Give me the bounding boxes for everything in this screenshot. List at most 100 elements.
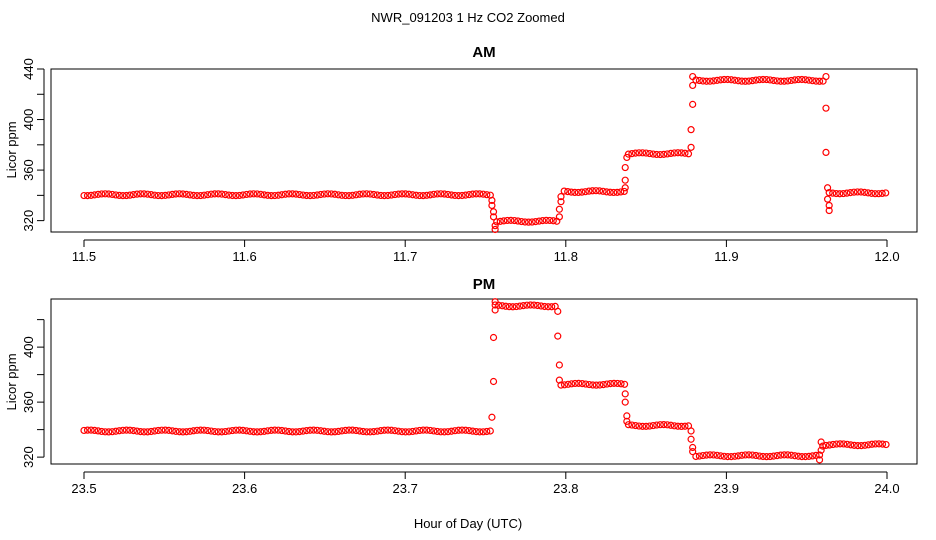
am-data-point-81: [366, 190, 374, 198]
pm-data-point-12: [122, 426, 131, 434]
pm-transition-point-231: [554, 332, 562, 340]
pm-data-point-196: [780, 451, 788, 459]
am-data-point-17: [140, 190, 148, 198]
pm-data-point-167: [674, 422, 682, 430]
am-transition-point-241: [689, 81, 697, 90]
am-data-point-205: [815, 77, 824, 85]
pm-data-point-126: [526, 301, 535, 309]
pm-data-point-208: [825, 441, 834, 449]
pm-data-point-159: [646, 422, 654, 430]
pm-data-point-106: [454, 426, 463, 434]
pm-data-point-29: [182, 428, 191, 436]
pm-data-point-206: [815, 451, 824, 459]
pm-data-point-127: [530, 301, 538, 309]
am-data-point-173: [702, 77, 711, 85]
pm-data-point-88: [391, 427, 399, 435]
pm-x-tick-label-0: 23.5: [71, 481, 96, 496]
pm-data-point-100: [433, 427, 441, 436]
am-data-point-166: [674, 149, 682, 157]
pm-data-point-217: [857, 442, 865, 450]
am-data-point-123: [517, 217, 526, 226]
pm-data-point-99: [430, 427, 438, 435]
pm-data-point-130: [540, 302, 549, 311]
pm-data-point-69: [324, 428, 332, 436]
pm-transition-point-237: [623, 417, 631, 425]
pm-data-point-49: [253, 428, 261, 436]
am-data-point-98: [426, 191, 434, 199]
pm-data-point-216: [854, 442, 862, 450]
am-data-point-49: [253, 190, 261, 198]
pm-data-point-176: [709, 451, 718, 459]
am-data-point-73: [338, 191, 346, 199]
am-data-point-112: [476, 190, 484, 198]
pm-data-point-201: [798, 452, 806, 461]
pm-data-point-63: [302, 427, 311, 435]
am-data-point-24: [165, 191, 173, 199]
pm-data-point-102: [440, 428, 448, 436]
pm-data-point-123: [516, 302, 524, 310]
am-data-point-167: [677, 149, 686, 157]
pm-data-point-34: [200, 426, 208, 434]
pm-data-point-158: [642, 422, 650, 430]
am-y-tick-label-4: 400: [21, 109, 36, 131]
pm-data-point-75: [345, 426, 353, 434]
am-data-point-177: [717, 76, 725, 84]
pm-data-point-15: [133, 427, 141, 435]
pm-data-point-200: [794, 452, 802, 460]
pm-data-point-191: [762, 453, 771, 461]
pm-data-point-27: [175, 428, 183, 436]
pm-transition-point-245: [819, 442, 827, 450]
pm-data-point-110: [469, 427, 477, 435]
pm-data-point-10: [115, 427, 123, 435]
am-data-point-214: [850, 188, 858, 196]
pm-data-point-19: [147, 427, 155, 436]
pm-transition-point-229: [491, 298, 499, 306]
pm-data-point-142: [585, 380, 593, 389]
pm-data-point-213: [843, 440, 851, 448]
am-data-point-46: [242, 190, 251, 199]
am-data-point-95: [416, 191, 424, 200]
am-transition-point-235: [621, 176, 629, 184]
pm-data-point-65: [310, 426, 318, 434]
am-data-point-140: [581, 188, 589, 196]
am-data-point-64: [306, 192, 314, 200]
am-data-point-75: [345, 191, 353, 200]
pm-data-point-52: [264, 427, 272, 435]
am-data-point-51: [260, 191, 268, 199]
am-data-point-55: [274, 191, 282, 199]
am-data-point-207: [825, 189, 833, 197]
am-data-point-103: [444, 190, 452, 199]
am-data-point-220: [871, 190, 879, 198]
am-data-point-5: [98, 190, 106, 198]
pm-data-point-194: [773, 452, 781, 460]
pm-data-point-146: [599, 380, 607, 389]
pm-data-point-25: [168, 427, 176, 435]
pm-data-point-64: [306, 426, 314, 434]
am-data-point-66: [313, 191, 321, 199]
pm-data-point-73: [338, 427, 346, 435]
pm-data-point-5: [98, 427, 106, 436]
am-data-point-84: [377, 191, 385, 200]
am-data-point-164: [667, 149, 675, 157]
pm-data-point-155: [631, 421, 640, 430]
am-x-tick-label-1: 11.6: [232, 249, 256, 264]
pm-data-point-101: [437, 428, 445, 436]
am-data-point-182: [734, 77, 742, 85]
pm-data-point-197: [784, 451, 792, 459]
pm-data-point-148: [606, 380, 615, 388]
panel-pm: PM Licor ppm 23.5 23.6 23.7 23.8 23.9 24.0 32…: [4, 276, 918, 496]
pm-data-point-131: [544, 303, 552, 311]
x-axis-label: Hour of Day (UTC): [414, 516, 522, 531]
pm-data-point-83: [373, 427, 381, 435]
pm-data-point-38: [214, 428, 222, 436]
am-data-point-108: [461, 191, 470, 199]
pm-data-point-190: [759, 452, 767, 461]
am-data-point-119: [503, 216, 511, 225]
pm-data-point-4: [94, 427, 102, 435]
am-data-point-181: [731, 76, 739, 84]
am-data-point-185: [745, 77, 753, 85]
pm-data-point-173: [699, 451, 707, 460]
am-data-point-92: [405, 190, 413, 198]
am-data-point-12: [122, 191, 131, 200]
